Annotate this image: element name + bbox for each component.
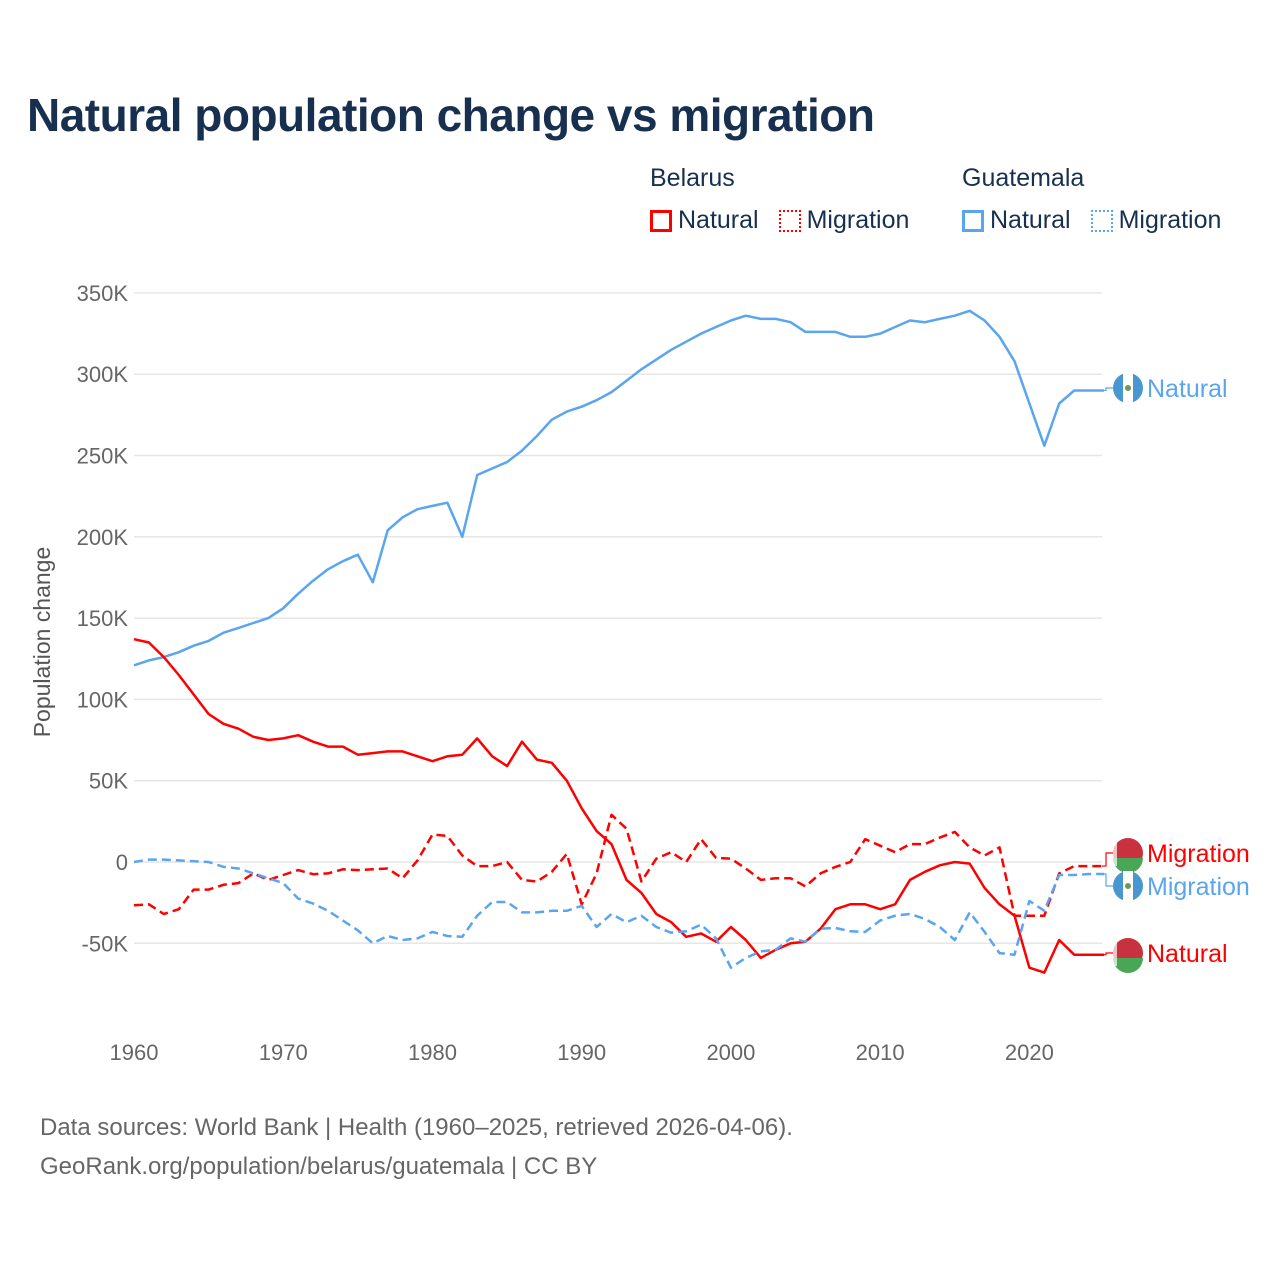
legend-group-belarus: Belarus Natural Migration: [650, 164, 929, 235]
y-tick-label: 250K: [77, 444, 129, 469]
y-tick-label: 350K: [77, 281, 129, 306]
end-label: Migration: [1147, 840, 1250, 868]
end-label: Natural: [1147, 375, 1228, 403]
series-line-guatemala-natural: [133, 309, 1104, 667]
series-line-belarus-migration: [133, 813, 1104, 917]
guatemala-flag-icon: [1113, 373, 1143, 403]
flag-green: [1113, 958, 1143, 973]
belarus-flag-icon: [1113, 838, 1143, 873]
legend-item-guatemala-migration[interactable]: Migration: [1090, 206, 1222, 235]
legend-swatch-dotted: [778, 209, 801, 232]
legend-item-guatemala-natural[interactable]: Natural: [962, 206, 1071, 235]
flag-green: [1113, 858, 1143, 873]
series-line-guatemala-migration: [133, 858, 1104, 969]
footer-sources: Data sources: World Bank | Health (1960–…: [40, 1114, 793, 1141]
y-tick-label: 150K: [77, 606, 129, 631]
y-tick-label: -50K: [82, 931, 129, 956]
y-tick-label: 0: [116, 850, 128, 875]
x-tick-label: 1980: [408, 1040, 457, 1065]
legend-label: Migration: [806, 206, 910, 234]
x-tick-label: 1960: [110, 1040, 159, 1065]
legend-swatch-solid: [962, 209, 984, 232]
flag-emblem: [1125, 883, 1131, 889]
legend-label: Natural: [678, 206, 759, 234]
y-tick-label: 200K: [77, 525, 129, 550]
flag-ornament: [1113, 840, 1117, 866]
end-label: Migration: [1147, 873, 1250, 901]
y-axis-label: Population change: [29, 547, 55, 738]
end-label-connector: [1102, 873, 1113, 887]
end-label-connector: [1102, 952, 1113, 956]
x-tick-label: 2020: [1005, 1040, 1054, 1065]
legend-swatch-solid: [650, 209, 672, 232]
series-line-belarus-natural: [133, 637, 1104, 974]
x-tick-label: 1970: [259, 1040, 308, 1065]
end-label-connector: [1102, 387, 1113, 392]
flag-ornament: [1113, 940, 1117, 966]
x-tick-label: 2000: [706, 1040, 755, 1065]
legend-group-guatemala: Guatemala Natural Migration: [962, 164, 1241, 235]
y-tick-label: 300K: [77, 362, 129, 387]
legend-group-title: Belarus: [650, 164, 735, 192]
legend-item-belarus-migration[interactable]: Migration: [778, 206, 910, 235]
end-label: Natural: [1147, 940, 1228, 968]
flag-emblem: [1125, 385, 1131, 391]
legend-label: Natural: [990, 206, 1071, 234]
belarus-flag-icon: [1113, 938, 1143, 973]
y-tick-label: 100K: [77, 687, 129, 712]
guatemala-flag-icon: [1113, 871, 1143, 901]
legend-item-belarus-natural[interactable]: Natural: [650, 206, 759, 235]
legend-group-title: Guatemala: [962, 164, 1085, 192]
x-tick-label: 1990: [557, 1040, 606, 1065]
footer: Data sources: World Bank | Health (1960–…: [40, 1108, 793, 1186]
x-tick-label: 2010: [856, 1040, 905, 1065]
footer-link[interactable]: GeoRank.org/population/belarus/guatemala…: [40, 1153, 598, 1180]
legend-label: Migration: [1118, 206, 1222, 234]
end-label-connector: [1102, 852, 1113, 867]
legend-swatch-dotted: [1090, 209, 1113, 232]
chart-plot: Population change 350K 300K 250K 200K 150K 10…: [29, 281, 1250, 1065]
y-tick-label: 50K: [89, 769, 128, 794]
chart-title: Natural population change vs migration: [27, 89, 875, 141]
